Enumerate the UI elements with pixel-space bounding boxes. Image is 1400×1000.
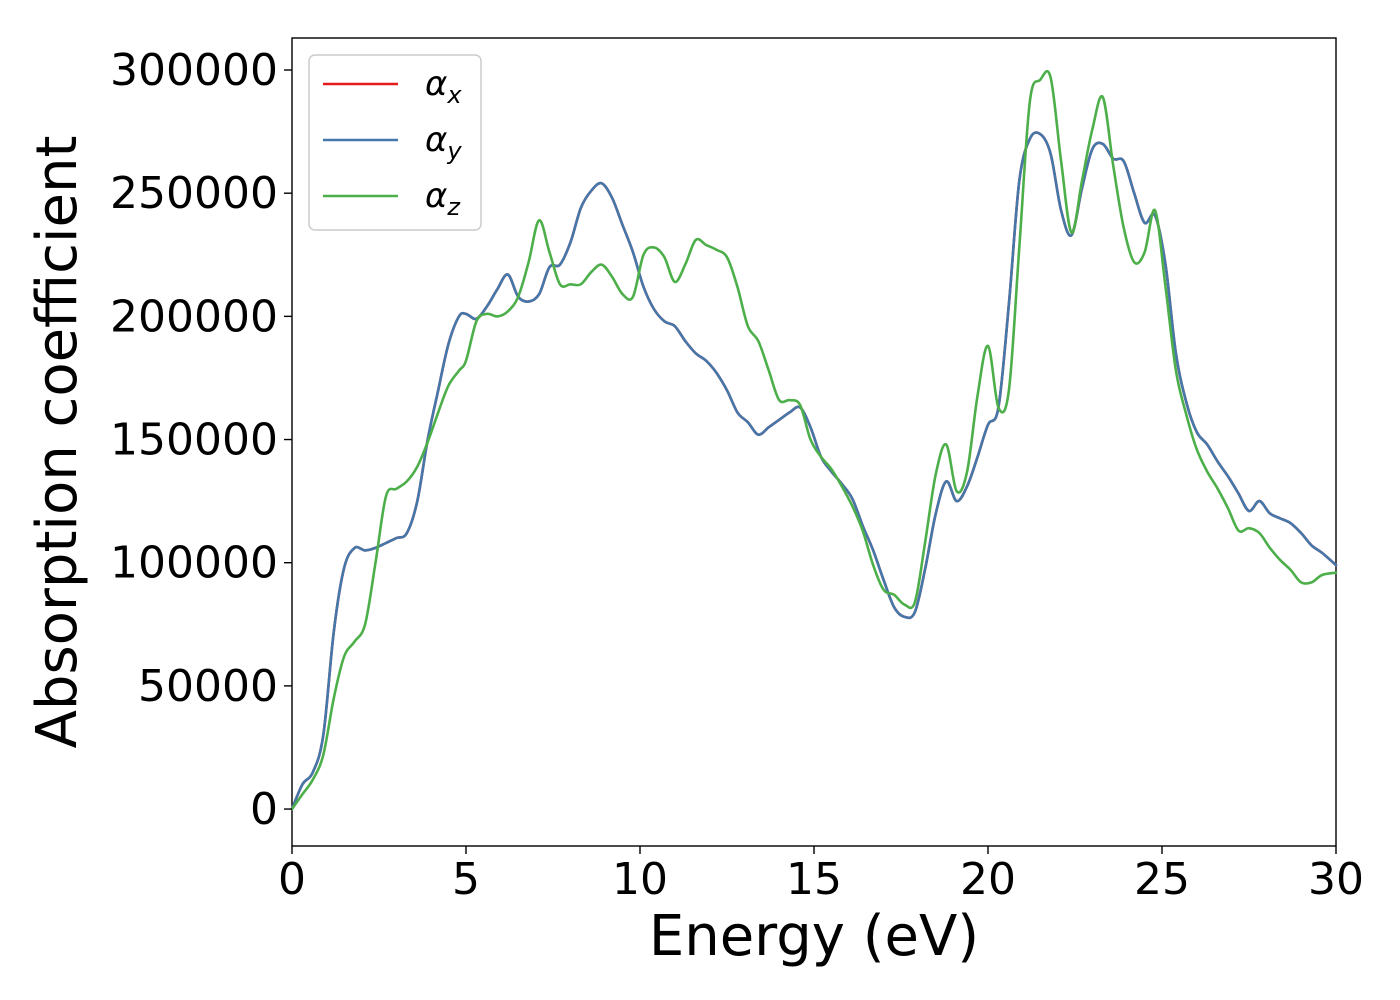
y-tick-label: 250000 (110, 168, 278, 219)
legend-symbol: α (425, 120, 447, 160)
x-tick-label: 0 (278, 854, 306, 905)
legend-symbol: α (425, 176, 447, 216)
y-tick-label: 150000 (110, 415, 278, 466)
series-layer (290, 69, 1338, 811)
x-tick-label: 10 (612, 854, 668, 905)
x-tick-label: 30 (1308, 854, 1364, 905)
x-axis-label: Energy (eV) (649, 904, 979, 969)
y-axis-label: Absorption coefficient (25, 136, 90, 749)
y-tick-label: 100000 (110, 538, 278, 589)
y-tick-label: 300000 (110, 45, 278, 96)
legend-symbol: α (425, 64, 447, 104)
x-axis: 0 5 10 15 20 25 30 (278, 846, 1364, 905)
legend-label-alpha-x: αx (425, 64, 462, 109)
y-tick-label: 200000 (110, 291, 278, 342)
legend-subscript: y (446, 137, 462, 165)
x-tick-label: 25 (1134, 854, 1190, 905)
y-tick-label: 0 (250, 784, 278, 835)
y-axis: 0 50000 100000 150000 200000 250000 300000 (110, 45, 292, 835)
x-tick-label: 5 (452, 854, 480, 905)
legend-frame (308, 54, 482, 231)
x-tick-label: 20 (960, 854, 1016, 905)
y-tick-label: 50000 (138, 661, 278, 712)
x-tick-label: 15 (786, 854, 842, 905)
legend-label-alpha-y: αy (425, 120, 462, 165)
series-line-alpha-z (290, 69, 1338, 811)
legend-subscript: x (446, 81, 462, 109)
legend-label-alpha-z: αz (425, 176, 461, 221)
legend-subscript: z (446, 193, 461, 221)
